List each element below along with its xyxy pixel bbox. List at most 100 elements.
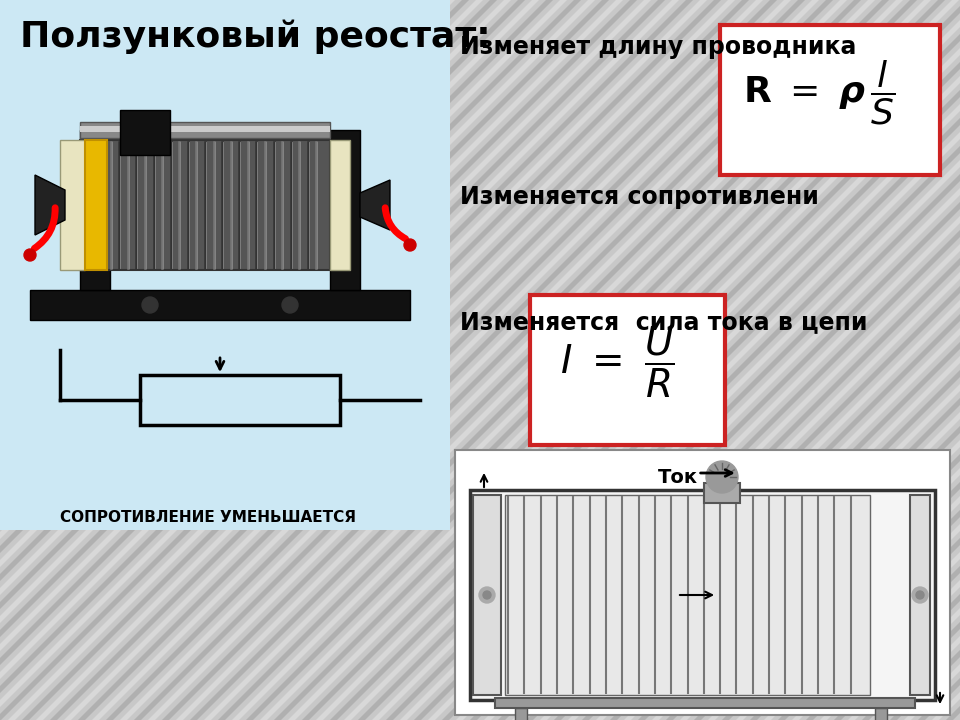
Bar — [910, 495, 930, 695]
Polygon shape — [0, 0, 231, 720]
Polygon shape — [722, 0, 960, 720]
Text: Ползунковый реостат:: Ползунковый реостат: — [20, 20, 491, 55]
Bar — [495, 698, 915, 708]
Polygon shape — [0, 0, 385, 720]
Polygon shape — [0, 0, 329, 720]
Polygon shape — [274, 0, 960, 720]
Polygon shape — [554, 0, 960, 720]
Polygon shape — [918, 0, 960, 720]
Polygon shape — [8, 0, 735, 720]
Polygon shape — [624, 0, 960, 720]
Bar — [30, 290, 410, 320]
Polygon shape — [0, 0, 469, 720]
Circle shape — [24, 249, 36, 261]
Bar — [530, 295, 725, 445]
Polygon shape — [862, 0, 960, 720]
Polygon shape — [0, 0, 497, 720]
Polygon shape — [0, 0, 133, 720]
Circle shape — [479, 587, 495, 603]
Polygon shape — [0, 0, 91, 720]
Polygon shape — [0, 0, 357, 720]
Polygon shape — [134, 0, 861, 720]
Bar — [120, 110, 170, 155]
Polygon shape — [736, 0, 960, 720]
Polygon shape — [442, 0, 960, 720]
Polygon shape — [750, 0, 960, 720]
Circle shape — [282, 297, 298, 313]
Bar — [60, 140, 85, 270]
Polygon shape — [680, 0, 960, 720]
Bar — [80, 140, 330, 270]
Polygon shape — [0, 0, 49, 720]
Polygon shape — [218, 0, 945, 720]
Polygon shape — [652, 0, 960, 720]
Polygon shape — [820, 0, 960, 720]
Polygon shape — [904, 0, 960, 720]
Bar — [85, 140, 107, 270]
Polygon shape — [414, 0, 960, 720]
Circle shape — [916, 591, 924, 599]
Polygon shape — [204, 0, 931, 720]
Polygon shape — [0, 0, 539, 720]
Polygon shape — [610, 0, 960, 720]
Polygon shape — [0, 0, 399, 720]
Bar — [515, 708, 527, 720]
Polygon shape — [568, 0, 960, 720]
Polygon shape — [0, 0, 427, 720]
Polygon shape — [0, 0, 637, 720]
Polygon shape — [582, 0, 960, 720]
Polygon shape — [540, 0, 960, 720]
Polygon shape — [0, 0, 665, 720]
Bar — [140, 375, 340, 425]
Bar — [330, 140, 350, 270]
Circle shape — [483, 591, 491, 599]
Polygon shape — [316, 0, 960, 720]
Polygon shape — [372, 0, 960, 720]
Polygon shape — [78, 0, 805, 720]
Polygon shape — [0, 0, 189, 720]
Polygon shape — [0, 0, 721, 720]
Text: СОПРОТИВЛЕНИЕ УМЕНЬШАЕТСЯ: СОПРОТИВЛЕНИЕ УМЕНЬШАЕТСЯ — [60, 510, 356, 525]
Polygon shape — [120, 0, 847, 720]
Polygon shape — [0, 0, 315, 720]
Polygon shape — [0, 0, 259, 720]
Polygon shape — [106, 0, 833, 720]
Polygon shape — [708, 0, 960, 720]
Polygon shape — [0, 0, 287, 720]
Polygon shape — [190, 0, 917, 720]
Polygon shape — [386, 0, 960, 720]
Polygon shape — [0, 0, 707, 720]
Polygon shape — [0, 0, 343, 720]
Polygon shape — [0, 0, 203, 720]
Polygon shape — [876, 0, 960, 720]
Bar — [704, 483, 740, 503]
Polygon shape — [470, 0, 960, 720]
Bar — [330, 130, 360, 290]
Polygon shape — [526, 0, 960, 720]
Polygon shape — [260, 0, 960, 720]
Polygon shape — [0, 0, 441, 720]
Polygon shape — [0, 0, 301, 720]
Polygon shape — [0, 0, 217, 720]
Polygon shape — [36, 0, 763, 720]
Polygon shape — [484, 0, 960, 720]
Polygon shape — [764, 0, 960, 720]
Polygon shape — [176, 0, 903, 720]
Polygon shape — [0, 0, 413, 720]
Polygon shape — [890, 0, 960, 720]
Polygon shape — [0, 0, 651, 720]
Polygon shape — [400, 0, 960, 720]
Polygon shape — [778, 0, 960, 720]
Circle shape — [912, 587, 928, 603]
Polygon shape — [92, 0, 819, 720]
Polygon shape — [0, 0, 455, 720]
Polygon shape — [0, 0, 175, 720]
Polygon shape — [0, 0, 119, 720]
Polygon shape — [360, 180, 390, 230]
Polygon shape — [302, 0, 960, 720]
Polygon shape — [288, 0, 960, 720]
Text: $\mathbf{R}\ {=}\ \boldsymbol{\rho}\,\dfrac{l}{S}$: $\mathbf{R}\ {=}\ \boldsymbol{\rho}\,\df… — [743, 58, 895, 127]
Polygon shape — [0, 0, 581, 720]
Text: Изменяется  сила тока в цепи: Изменяется сила тока в цепи — [460, 310, 868, 334]
Bar — [80, 126, 330, 132]
